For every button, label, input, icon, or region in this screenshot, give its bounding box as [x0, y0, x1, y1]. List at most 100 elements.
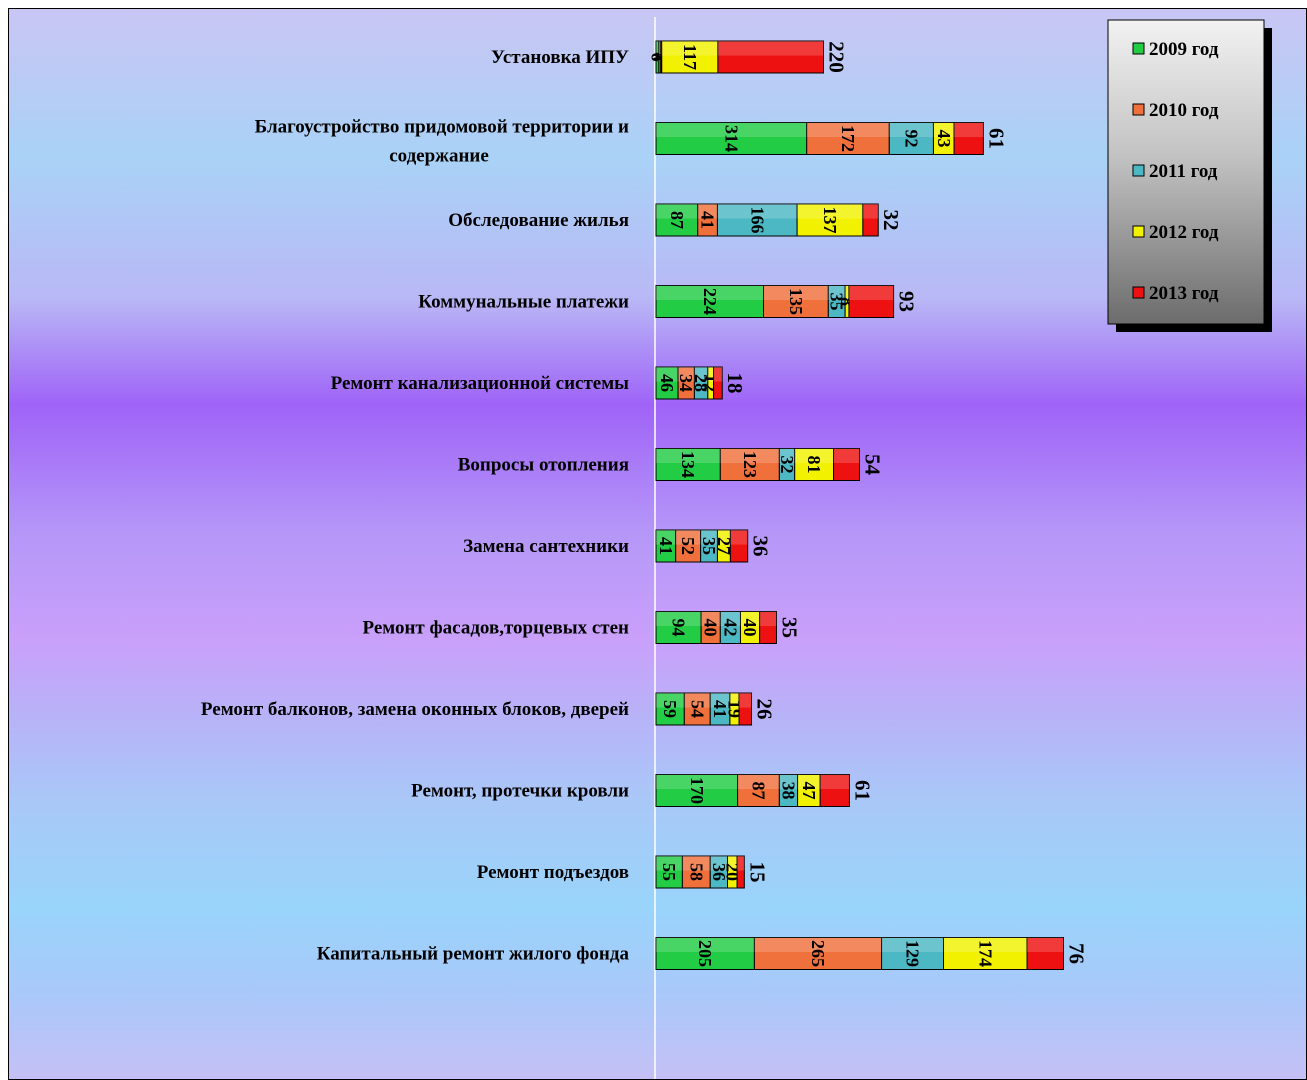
bar-segment-sheen — [656, 774, 738, 790]
segment-label: 224 — [700, 288, 720, 315]
bar-segment-sheen — [717, 41, 824, 56]
segment-label: 41 — [656, 537, 676, 555]
bar-segment-sheen — [656, 448, 721, 464]
segment-label: 28 — [691, 374, 711, 392]
segment-label: 174 — [975, 940, 995, 967]
bar-segment — [848, 285, 895, 318]
bar-segment-sheen — [740, 611, 760, 627]
bar-segment-sheen — [656, 41, 659, 56]
segment-label: 59 — [660, 700, 680, 718]
bar-segment-sheen — [954, 122, 984, 138]
bar-segment-sheen — [656, 367, 679, 382]
bar-segment-sheen — [730, 530, 748, 545]
category-label: Ремонт фасадов,торцевых стен — [363, 618, 630, 639]
segment-label: 32 — [777, 456, 797, 474]
total-label: 220 — [825, 41, 849, 73]
category-label: Вопросы отопления — [458, 455, 629, 476]
total-label: 36 — [749, 536, 773, 557]
segment-label: 81 — [804, 456, 824, 474]
category-label: Ремонт балконов, замена оконных блоков, … — [201, 699, 629, 720]
bar-segment — [655, 692, 685, 726]
bar-segment — [736, 855, 745, 889]
bar-segment — [719, 448, 780, 481]
bar-segment-sheen — [656, 856, 683, 871]
total-label: 61 — [984, 128, 1008, 149]
segment-label: 166 — [747, 207, 767, 234]
bar-segment-sheen — [763, 285, 829, 301]
bar-segment — [716, 203, 798, 237]
bar-segment-sheen — [845, 285, 849, 301]
total-label: 35 — [777, 617, 801, 638]
category-label: Коммунальные платежи — [418, 292, 629, 313]
bar-segment-sheen — [684, 693, 711, 708]
bar-segment-sheen — [710, 856, 728, 871]
bar-segment — [796, 203, 864, 237]
bar-segment-sheen — [694, 367, 708, 382]
segment-label: 38 — [778, 782, 798, 800]
segment-label: 314 — [721, 125, 741, 152]
bar-segment — [763, 285, 829, 318]
bar-segment — [717, 40, 825, 74]
bar-segment-sheen — [697, 204, 718, 219]
total-label: 15 — [745, 862, 769, 883]
bar-segment — [737, 774, 780, 807]
bar-segment-sheen — [656, 611, 702, 627]
bar-segment — [713, 366, 723, 400]
bar-segment — [675, 529, 702, 563]
category-label-line: Благоустройство придомовой территории и — [255, 117, 629, 138]
bar-segment-sheen — [737, 774, 780, 790]
legend-swatch — [1132, 42, 1145, 55]
category-label-line: Замена сантехники — [463, 536, 629, 557]
segment-label: 36 — [709, 863, 729, 881]
bar-segment — [806, 122, 890, 155]
total-label: 54 — [861, 454, 885, 476]
segment-label: 46 — [657, 374, 677, 392]
category-label-line: Вопросы отопления — [458, 455, 629, 476]
bar-segment — [1026, 937, 1065, 970]
bar-segment — [738, 692, 753, 726]
legend-label: 2013 год — [1149, 283, 1219, 304]
bar-segment-sheen — [656, 285, 764, 301]
segment-label: 42 — [720, 619, 740, 637]
bar-segment — [759, 611, 777, 644]
category-label: Ремонт подъездов — [477, 862, 629, 883]
bar-segment-sheen — [700, 530, 718, 545]
segment-label: 92 — [901, 130, 921, 148]
bar-segment — [681, 855, 711, 889]
segment-label: 135 — [786, 288, 806, 315]
bar-segment-sheen — [661, 41, 718, 56]
bar-segment-sheen — [862, 204, 879, 219]
segment-label: 34 — [676, 374, 696, 392]
category-label: Ремонт канализационной системы — [331, 373, 630, 394]
bar-segment-sheen — [656, 122, 807, 138]
bar-segment-sheen — [737, 856, 745, 871]
segment-label: 137 — [820, 207, 840, 234]
segment-label: 265 — [808, 940, 828, 967]
bar-segment — [661, 40, 719, 74]
category-label-line: Ремонт, протечки кровли — [411, 781, 629, 802]
bar-segment-sheen — [656, 530, 676, 545]
bar-segment-sheen — [933, 122, 955, 138]
bar-segment — [819, 774, 850, 807]
segment-label: 40 — [740, 619, 760, 637]
segment-label: 43 — [934, 130, 954, 148]
segment-label: 94 — [669, 619, 689, 637]
category-label-line: Обследование жилья — [448, 210, 629, 231]
category-label-line: Коммунальные платежи — [418, 292, 629, 313]
bar-segment-sheen — [739, 693, 752, 708]
category-label-line: Ремонт балконов, замена оконных блоков, … — [201, 699, 629, 720]
chart-plot: Установка ИПУ Благоустройство придомовой … — [201, 17, 1272, 1079]
total-label: 32 — [879, 210, 903, 231]
bar-segment-sheen — [678, 367, 695, 382]
bar-segment-sheen — [754, 937, 882, 953]
bar-segment-sheen — [806, 122, 890, 138]
segment-label: 6 — [647, 53, 667, 62]
bar-segment-sheen — [727, 856, 738, 871]
bar-segment-sheen — [729, 693, 740, 708]
bar-segment-sheen — [794, 448, 834, 464]
bar-segment — [881, 937, 945, 970]
total-label: 76 — [1065, 943, 1089, 964]
legend-swatch — [1132, 164, 1145, 177]
legend-label: 2012 год — [1149, 222, 1219, 243]
bar-segment-sheen — [710, 693, 730, 708]
